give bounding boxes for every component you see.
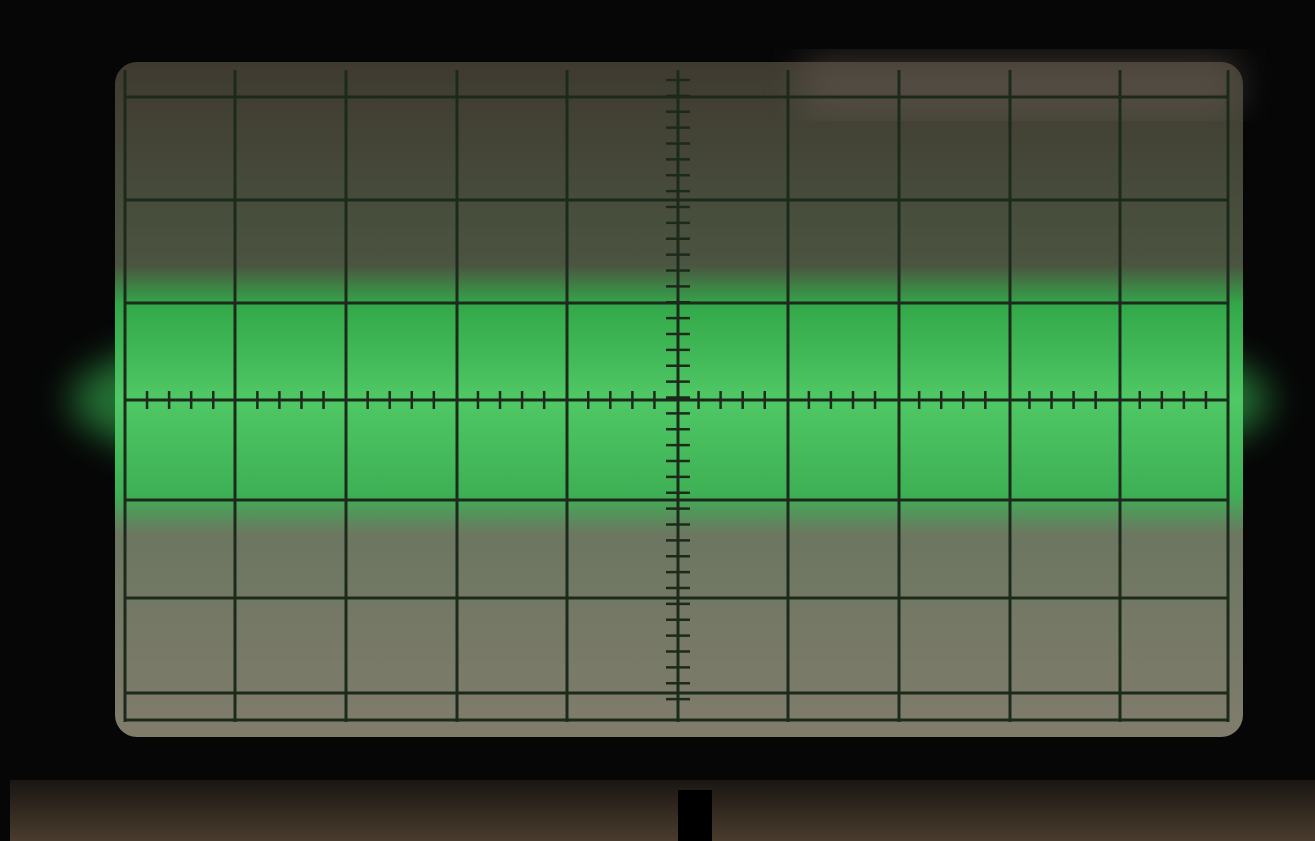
graticule [123, 70, 1230, 722]
reflection [800, 55, 1240, 115]
post [678, 790, 712, 841]
bezel [10, 780, 1315, 841]
